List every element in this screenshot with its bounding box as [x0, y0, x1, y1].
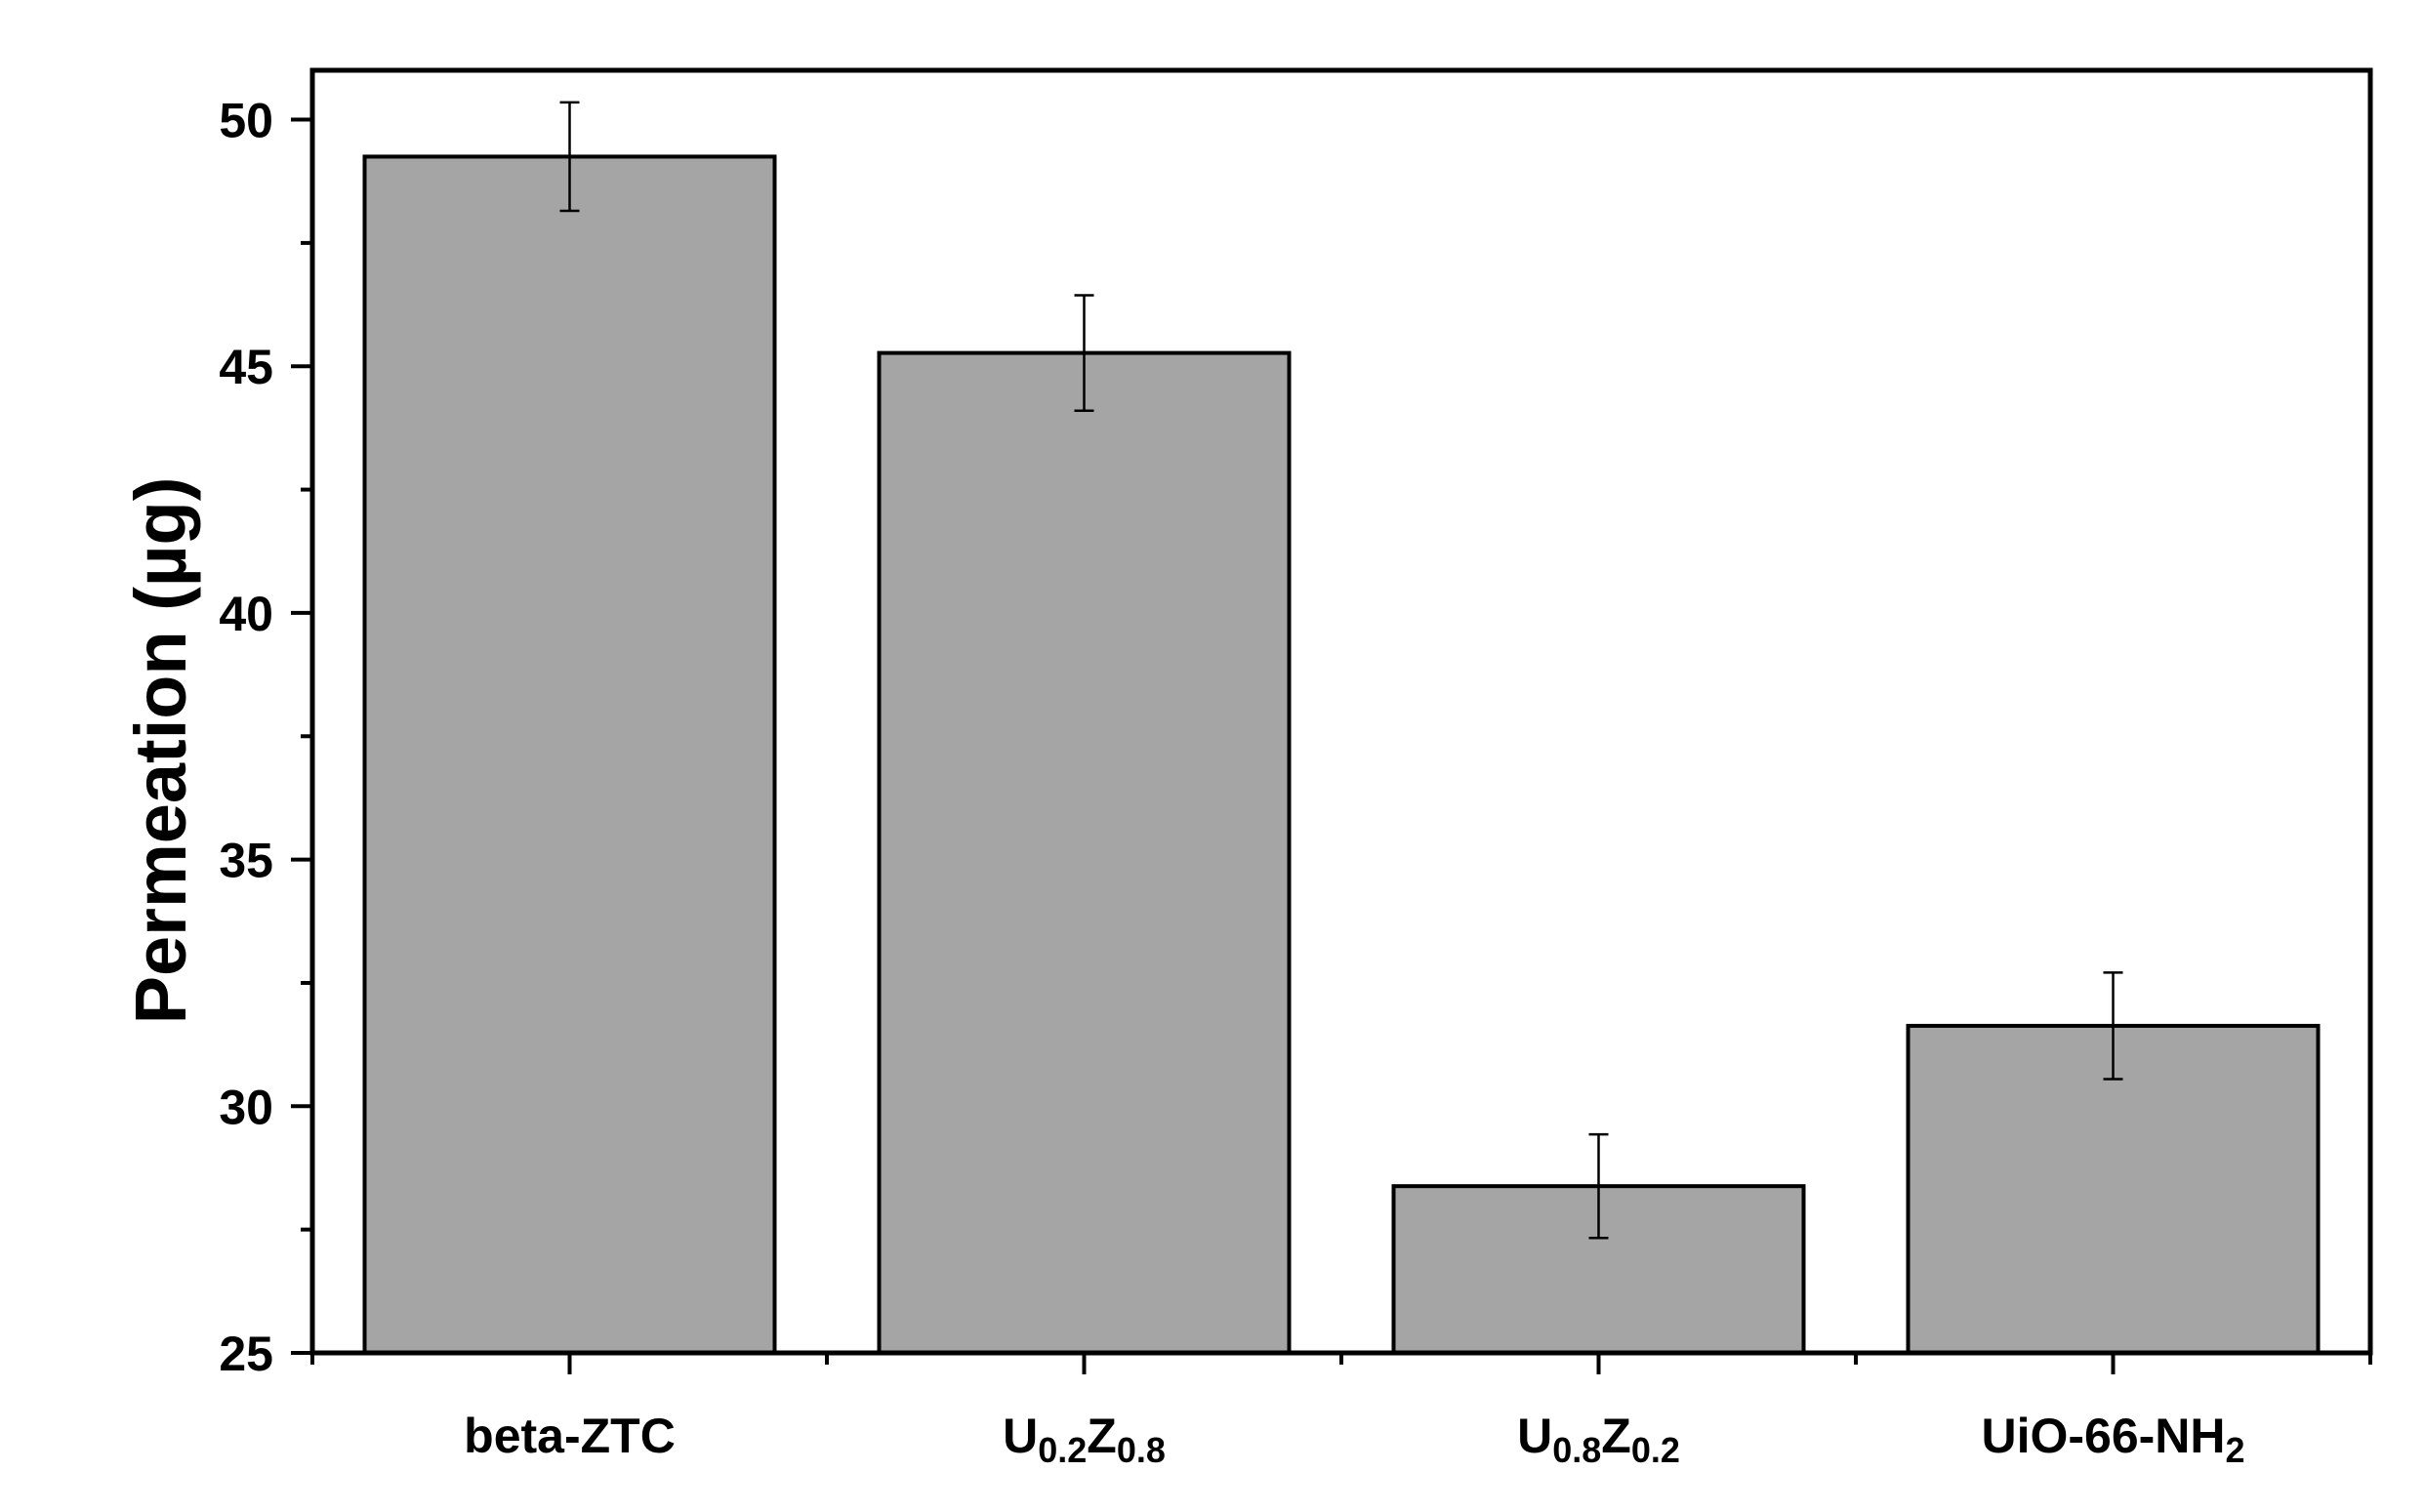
- bar-4: [1906, 1023, 2321, 1356]
- y-tick-label-50: 50: [219, 94, 273, 148]
- x-tick-label-4: UiO-66-NH2: [1981, 1409, 2244, 1470]
- error-bar-1: [559, 101, 580, 213]
- error-bar-3: [1588, 1132, 1609, 1240]
- y-tick-label-35: 35: [219, 834, 273, 888]
- error-bars-layer: [559, 101, 2123, 1240]
- x-tick-label-2: U0.2Z0.8: [1003, 1409, 1166, 1470]
- x-tick-label-3: U0.8Z0.2: [1517, 1409, 1680, 1470]
- error-bar-4: [2103, 971, 2123, 1081]
- bar-2: [877, 350, 1292, 1356]
- bars-layer: [362, 154, 2321, 1356]
- y-axis-label: Permeation (µg): [120, 477, 201, 1025]
- y-tick-label-30: 30: [219, 1080, 273, 1134]
- y-tick-label-45: 45: [219, 340, 273, 394]
- x-axis: beta-ZTC U0.2Z0.8 U0.8Z0.2 UiO-66-NH2: [310, 1353, 2372, 1470]
- error-bar-2: [1074, 294, 1094, 412]
- y-tick-label-25: 25: [219, 1327, 273, 1381]
- x-tick-label-1: beta-ZTC: [464, 1409, 676, 1463]
- bar-1: [362, 154, 777, 1356]
- y-axis: 25 30 35 40 45 50: [219, 94, 312, 1381]
- y-tick-label-40: 40: [219, 587, 273, 641]
